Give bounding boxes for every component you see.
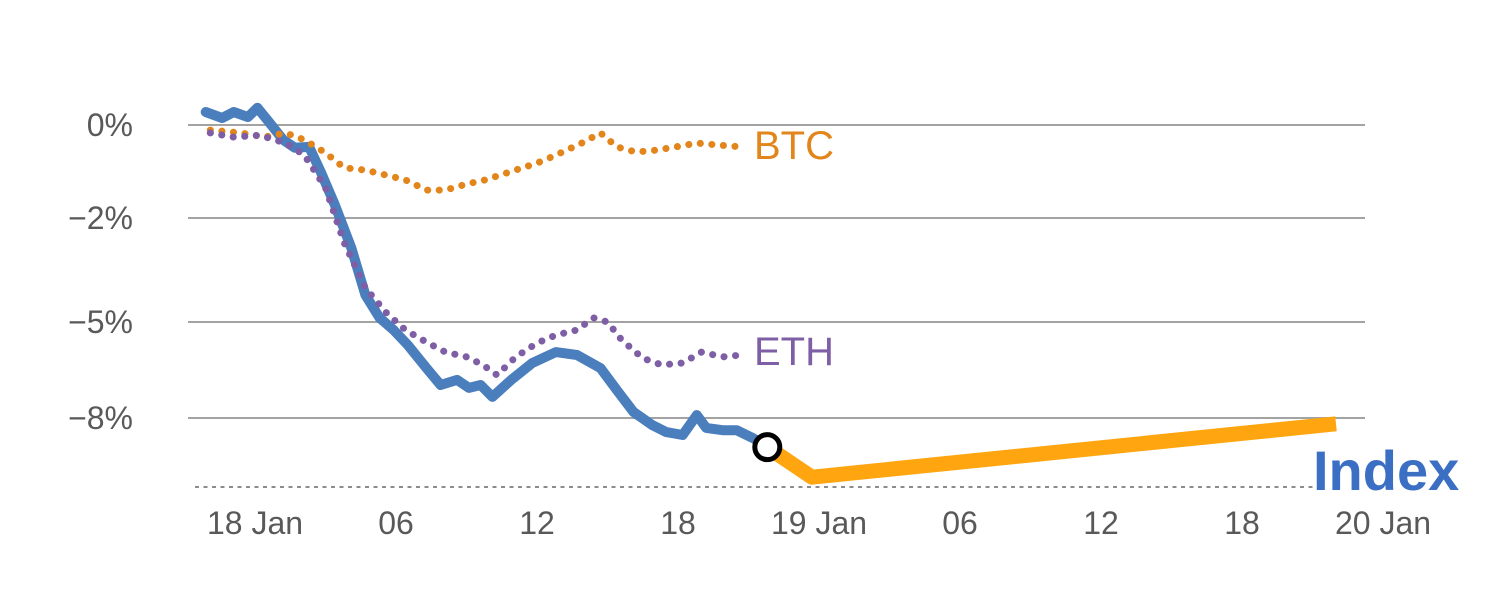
y-tick-label: 0% bbox=[87, 107, 133, 143]
series-line-eth bbox=[206, 129, 745, 379]
x-tick-label: 12 bbox=[1083, 505, 1119, 541]
current-point-marker bbox=[752, 432, 783, 463]
series-label-index: Index bbox=[1313, 439, 1460, 502]
x-tick-label: 19 Jan bbox=[771, 505, 867, 541]
y-tick-label: −8% bbox=[68, 400, 133, 436]
x-tick-label: 12 bbox=[519, 505, 555, 541]
x-tick-label: 18 Jan bbox=[207, 505, 303, 541]
series-label-btc: BTC bbox=[754, 124, 834, 168]
series-label-eth: ETH bbox=[754, 330, 834, 374]
y-tick-label: −5% bbox=[68, 304, 133, 340]
x-tick-label: 06 bbox=[942, 505, 978, 541]
x-tick-label: 18 bbox=[660, 505, 696, 541]
series-line-index bbox=[200, 102, 773, 453]
series-line-btc bbox=[206, 126, 745, 194]
x-tick-label: 20 Jan bbox=[1335, 505, 1431, 541]
x-tick-label: 18 bbox=[1224, 505, 1260, 541]
x-tick-label: 06 bbox=[378, 505, 414, 541]
series-line-index-projection bbox=[763, 416, 1337, 485]
y-tick-label: −2% bbox=[68, 200, 133, 236]
